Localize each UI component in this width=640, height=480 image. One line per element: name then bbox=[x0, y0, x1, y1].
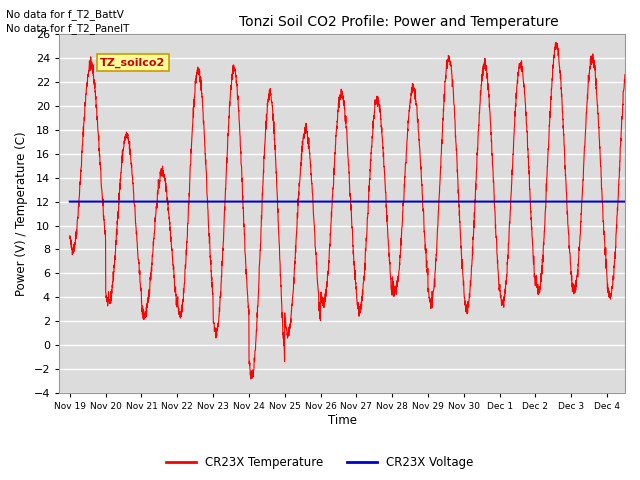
Text: No data for f_T2_BattV: No data for f_T2_BattV bbox=[6, 9, 124, 20]
Text: No data for f_T2_PanelT: No data for f_T2_PanelT bbox=[6, 23, 130, 34]
Y-axis label: Power (V) / Temperature (C): Power (V) / Temperature (C) bbox=[15, 131, 28, 296]
X-axis label: Time: Time bbox=[328, 414, 356, 427]
Text: TZ_soilco2: TZ_soilco2 bbox=[100, 58, 165, 68]
Title: Tonzi Soil CO2 Profile: Power and Temperature: Tonzi Soil CO2 Profile: Power and Temper… bbox=[239, 15, 559, 29]
Legend: CR23X Temperature, CR23X Voltage: CR23X Temperature, CR23X Voltage bbox=[162, 452, 478, 474]
